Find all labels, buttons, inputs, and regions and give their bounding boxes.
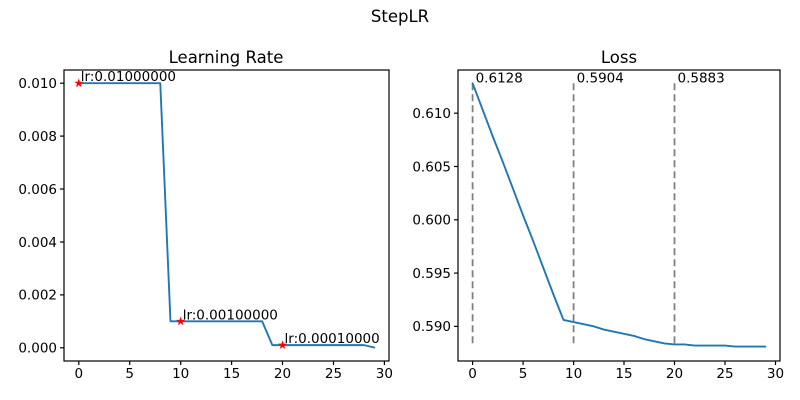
vline-value-label: 0.5904 [577, 70, 624, 86]
vline-value-label: 0.6128 [476, 70, 523, 86]
series-line-loss [471, 82, 767, 348]
y-tick-label: 0.610 [412, 106, 451, 122]
axes-frame [63, 69, 390, 362]
series-line-learning_rate [77, 82, 376, 349]
loss-subplot: Loss 0.6128 0.5904 0.5883 0 5 10 15 20 25 30 0.590… [412, 48, 784, 382]
x-tick-label: 0 [468, 366, 477, 382]
x-tick-label: 0 [75, 366, 84, 382]
x-tick-label: 10 [172, 366, 189, 382]
x-tick-label: 25 [716, 366, 733, 382]
subplot-title-learning-rate: Learning Rate [169, 48, 284, 67]
y-tick-label: 0.004 [18, 235, 57, 251]
y-tick-label: 0.008 [18, 129, 57, 145]
star-marker-icon [277, 340, 288, 350]
y-tick-label: 0.000 [18, 341, 57, 357]
y-tick-label: 0.006 [18, 182, 57, 198]
x-tick-label: 25 [325, 366, 342, 382]
figure-suptitle: StepLR [371, 7, 429, 26]
star-marker-icon [74, 78, 84, 88]
y-tick-label: 0.600 [412, 213, 451, 229]
y-tick-label: 0.010 [18, 76, 57, 92]
x-tick-label: 30 [767, 366, 784, 382]
x-tick-label: 20 [666, 366, 683, 382]
x-tick-label: 30 [376, 366, 393, 382]
x-tick-label: 15 [615, 366, 632, 382]
x-tick-label: 10 [565, 366, 582, 382]
x-tick-label: 20 [274, 366, 291, 382]
y-tick-label: 0.002 [18, 288, 57, 304]
x-tick-label: 5 [125, 366, 134, 382]
vline-value-label: 0.5883 [678, 70, 725, 86]
learning-rate-subplot: Learning Rate lr:0.01000000 lr:0.00100000… [18, 48, 393, 382]
x-tick-label: 15 [223, 366, 240, 382]
subplot-title-loss: Loss [601, 48, 637, 67]
y-tick-label: 0.595 [412, 266, 451, 282]
star-marker-icon [176, 316, 186, 326]
y-tick-label: 0.590 [412, 319, 451, 335]
y-tick-label: 0.605 [412, 159, 451, 175]
marker-annotation: lr:0.01000000 [81, 69, 176, 85]
x-tick-label: 5 [519, 366, 528, 382]
marker-annotation: lr:0.00010000 [285, 331, 380, 347]
marker-annotation: lr:0.00100000 [183, 307, 278, 323]
axes-frame [457, 69, 781, 362]
